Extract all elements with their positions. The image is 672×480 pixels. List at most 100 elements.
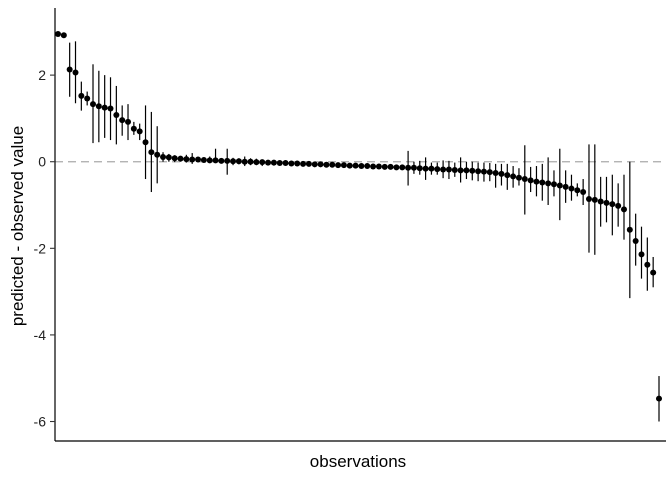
data-point [533, 178, 540, 185]
data-point [463, 167, 470, 174]
data-point [119, 117, 126, 124]
data-point [615, 202, 622, 209]
data-point [492, 169, 499, 176]
data-point [282, 160, 289, 167]
data-point [72, 69, 79, 76]
y-tick-label: -2 [34, 240, 47, 256]
axes [54, 8, 666, 442]
data-point [183, 156, 190, 163]
y-axis-title: predicted - observed value [8, 126, 27, 326]
y-tick-label: -6 [34, 414, 47, 430]
data-point [405, 164, 412, 171]
data-point [358, 163, 365, 170]
data-point [527, 177, 534, 184]
data-point [451, 166, 458, 173]
data-point [346, 162, 353, 169]
data-point [428, 165, 435, 172]
data-point [200, 156, 207, 163]
data-point [556, 182, 563, 189]
data-marks [55, 30, 662, 422]
data-point [399, 164, 406, 171]
data-point [235, 158, 242, 165]
data-point [644, 261, 651, 268]
data-point [300, 160, 307, 167]
data-point [317, 161, 324, 168]
data-point [189, 156, 196, 163]
data-point [510, 173, 517, 180]
data-point [626, 226, 633, 233]
data-point [335, 162, 342, 169]
data-point [609, 201, 616, 208]
data-point [95, 103, 102, 110]
y-axis-ticks: 2 0 -2 -4 -6 [34, 67, 55, 430]
data-point [550, 181, 557, 188]
data-point [416, 165, 423, 172]
data-point [136, 128, 143, 135]
data-point [160, 153, 167, 160]
data-point [650, 269, 657, 276]
data-point [259, 159, 266, 166]
data-point [364, 163, 371, 170]
data-point [521, 176, 528, 183]
data-point [148, 149, 155, 156]
data-point [84, 95, 91, 102]
data-point [177, 155, 184, 162]
data-point [55, 30, 61, 37]
data-point [340, 162, 347, 169]
data-point [352, 162, 359, 169]
data-point [580, 189, 587, 196]
data-point [130, 125, 137, 132]
y-tick-label: 0 [38, 154, 46, 170]
data-point [591, 196, 598, 203]
data-point [276, 160, 283, 167]
data-point [230, 158, 237, 165]
data-point [288, 160, 295, 167]
data-point [422, 165, 429, 172]
data-point [638, 251, 645, 258]
data-point [370, 163, 377, 170]
data-point [142, 139, 149, 146]
data-point [445, 166, 452, 173]
data-point [78, 92, 85, 99]
data-point [480, 168, 487, 175]
data-point [457, 167, 464, 174]
data-point [585, 195, 592, 202]
data-point [265, 159, 272, 166]
data-point [620, 206, 627, 213]
data-point [311, 161, 318, 168]
data-point [498, 170, 505, 177]
data-point [539, 179, 546, 186]
data-point [475, 168, 482, 175]
data-point [101, 104, 108, 111]
data-point [165, 154, 172, 161]
data-point [656, 395, 662, 402]
data-point [206, 157, 213, 164]
data-point [60, 32, 67, 39]
data-point [224, 157, 231, 164]
data-point [323, 161, 330, 168]
data-point [381, 163, 388, 170]
data-point [603, 199, 610, 206]
data-point [305, 160, 312, 167]
data-point [562, 183, 569, 190]
x-axis-title: observations [310, 452, 406, 471]
data-point [66, 66, 73, 73]
data-point [387, 163, 394, 170]
data-point [241, 158, 248, 165]
data-point [568, 185, 575, 192]
data-point [294, 160, 301, 167]
data-point [125, 118, 132, 125]
data-point [574, 187, 581, 194]
data-point [90, 101, 97, 108]
data-point [545, 180, 552, 187]
data-point [504, 172, 511, 179]
data-point [440, 166, 447, 173]
data-point [632, 237, 639, 244]
data-point [597, 198, 604, 205]
data-point [410, 164, 417, 171]
data-point [515, 174, 522, 181]
data-point [393, 164, 400, 171]
data-point [253, 159, 260, 166]
y-tick-label: -4 [34, 327, 47, 343]
